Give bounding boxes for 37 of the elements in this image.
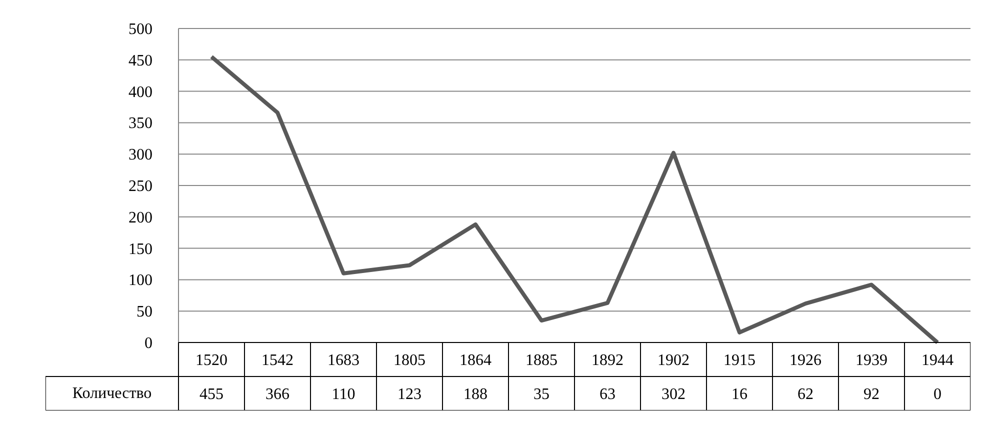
data-label: 455 bbox=[200, 386, 224, 403]
x-tick-label: 1915 bbox=[724, 352, 756, 369]
y-tick-label: 450 bbox=[128, 52, 152, 70]
x-tick-label: 1805 bbox=[394, 352, 426, 369]
data-label: 92 bbox=[864, 386, 880, 403]
x-tick-label: 1683 bbox=[328, 352, 360, 369]
y-tick-label: 300 bbox=[128, 146, 152, 164]
data-label: 110 bbox=[332, 386, 356, 403]
y-tick-label: 500 bbox=[128, 21, 152, 38]
y-tick-label: 100 bbox=[128, 272, 152, 290]
x-tick-label: 1520 bbox=[196, 352, 228, 369]
x-tick-label: 1885 bbox=[526, 352, 558, 369]
text: Количество bbox=[72, 385, 152, 402]
y-tick-label: 400 bbox=[128, 84, 152, 101]
data-label: 16 bbox=[732, 386, 748, 403]
x-tick-label: 1864 bbox=[460, 352, 492, 369]
x-tick-label: 1944 bbox=[922, 352, 954, 369]
y-tick-label: 250 bbox=[128, 178, 152, 195]
data-label: 63 bbox=[600, 386, 616, 403]
line-series bbox=[210, 54, 940, 344]
x-tick-label: 1542 bbox=[262, 352, 294, 369]
data-label: 302 bbox=[662, 386, 686, 403]
data-label: 0 bbox=[934, 386, 942, 403]
data-label: 188 bbox=[464, 386, 488, 403]
x-tick-label: 1939 bbox=[856, 352, 888, 369]
y-tick-label: 350 bbox=[128, 115, 152, 132]
x-tick-label: 1926 bbox=[790, 352, 822, 369]
y-tick-label: 0 bbox=[144, 335, 152, 352]
data-label: 366 bbox=[266, 386, 290, 403]
y-tick-label: 150 bbox=[128, 240, 152, 258]
data-label: 123 bbox=[398, 386, 422, 403]
x-tick-label: 1902 bbox=[658, 352, 690, 369]
y-tick-label: 50 bbox=[136, 304, 152, 321]
data-label: 35 bbox=[534, 386, 550, 403]
x-tick-label: 1892 bbox=[592, 352, 624, 369]
data-label: 62 bbox=[798, 386, 814, 403]
y-tick-label: 200 bbox=[128, 209, 152, 226]
